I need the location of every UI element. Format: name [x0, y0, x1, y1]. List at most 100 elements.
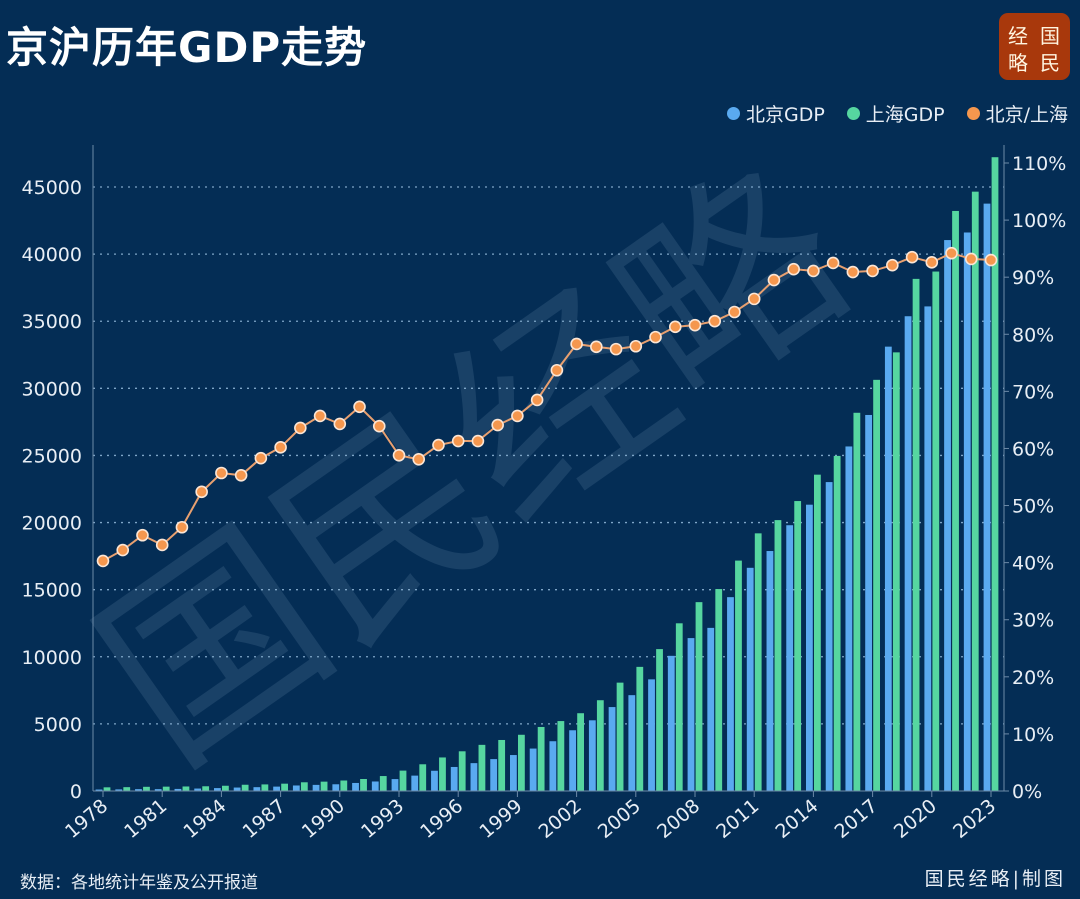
y-left-tick-label: 30000: [22, 378, 82, 400]
bar-beijing-1996: [450, 766, 458, 791]
y-right-tick-label: 0%: [1012, 781, 1042, 803]
y-left-tick-label: 20000: [22, 513, 82, 535]
ratio-point-1992: [372, 419, 386, 433]
ratio-point-2004: [609, 342, 623, 356]
bar-shanghai-2015: [833, 455, 841, 791]
bar-shanghai-1998: [498, 739, 506, 791]
y-right-tick-label: 60%: [1012, 438, 1054, 460]
bar-shanghai-1984: [222, 785, 229, 791]
seal-char-1: 经: [1008, 24, 1028, 48]
legend-dot-beijing: [726, 107, 740, 120]
bar-shanghai-2012: [774, 520, 782, 791]
legend-dot-ratio: [966, 107, 980, 120]
ratio-point-1995: [432, 438, 445, 452]
x-tick-label: 2017: [831, 795, 882, 843]
legend-label-shanghai: 上海GDP: [865, 104, 945, 126]
ratio-point-2016: [846, 265, 860, 279]
ratio-point-2011: [747, 292, 761, 306]
bar-shanghai-1982: [182, 786, 190, 791]
seal-char-4: 民: [1040, 51, 1060, 75]
bar-beijing-2021: [944, 240, 951, 791]
bar-shanghai-2008: [695, 602, 703, 791]
bar-beijing-1983: [194, 788, 202, 791]
ratio-point-2018: [886, 258, 899, 272]
y-left-tick-label: 45000: [22, 177, 82, 199]
ratio-point-2007: [668, 320, 682, 334]
ratio-point-1979: [116, 543, 130, 557]
y-right-tick-label: 40%: [1012, 553, 1054, 575]
ratio-point-2013: [787, 262, 800, 276]
ratio-point-2003: [590, 340, 603, 354]
ratio-point-2005: [629, 339, 643, 353]
bar-beijing-2010: [727, 597, 734, 791]
y-right-tick-label: 20%: [1012, 667, 1054, 689]
x-tick-label: 2011: [712, 795, 763, 843]
bar-beijing-1981: [154, 789, 162, 791]
ratio-point-2014: [807, 264, 820, 278]
bar-shanghai-2018: [892, 352, 900, 791]
bar-shanghai-2019: [912, 278, 920, 791]
ratio-point-1985: [234, 468, 248, 482]
x-tick-label: 1987: [239, 795, 290, 843]
watermark: 国民经略: [59, 126, 888, 809]
x-tick-label: 1978: [61, 795, 112, 843]
y-right-tick-label: 50%: [1012, 496, 1054, 518]
y-right-tick-label: 80%: [1012, 324, 1054, 346]
y-left-tick-label: 15000: [22, 580, 82, 602]
ratio-point-2010: [728, 305, 741, 319]
seal-char-2: 国: [1040, 24, 1060, 48]
bar-shanghai-1980: [143, 786, 150, 791]
ratio-point-2021: [945, 246, 958, 260]
x-tick-label: 2005: [594, 795, 645, 843]
bar-shanghai-1993: [399, 770, 407, 791]
axes: [92, 145, 1009, 797]
ratio-point-2019: [905, 250, 919, 264]
ratio-point-2001: [550, 363, 564, 377]
ratio-line: [96, 246, 998, 568]
bar-shanghai-1987: [281, 783, 288, 791]
legend-label-ratio: 北京/上海: [985, 104, 1068, 126]
bar-shanghai-1994: [419, 764, 427, 791]
bar-shanghai-1978: [103, 787, 111, 791]
bars: [95, 157, 999, 792]
bar-shanghai-2023: [991, 157, 999, 792]
bar-shanghai-2004: [616, 682, 624, 791]
bar-beijing-2002: [569, 730, 576, 791]
y-right-tick-label: 100%: [1012, 210, 1066, 232]
legend-item-ratio[interactable]: 北京/上海: [966, 100, 1068, 127]
legend-item-beijing[interactable]: 北京GDP: [726, 100, 825, 127]
bar-shanghai-2006: [656, 649, 663, 791]
legend-dot-shanghai: [846, 107, 860, 120]
gdp-chart: 国民经略 0 5000 10000 15000 20000 25000 30000 35000…: [22, 126, 1067, 843]
x-tick-label: 2020: [890, 795, 941, 843]
bar-beijing-2023: [983, 203, 991, 791]
ratio-point-1982: [175, 520, 189, 534]
bar-shanghai-1991: [360, 779, 367, 791]
ratio-point-2022: [964, 252, 978, 266]
ratio-point-1980: [136, 528, 149, 542]
bar-shanghai-1999: [518, 734, 525, 791]
bar-shanghai-2017: [873, 379, 880, 791]
y-left-tick-label: 10000: [22, 647, 82, 669]
y-left-tick-label: 5000: [34, 714, 82, 736]
bar-beijing-2018: [884, 346, 892, 791]
ratio-point-2023: [984, 253, 998, 267]
y-left-tick-label: 25000: [22, 445, 82, 467]
legend-item-shanghai[interactable]: 上海GDP: [846, 100, 945, 127]
ratio-point-1987: [274, 441, 287, 454]
ratio-point-1981: [155, 538, 169, 552]
bar-beijing-2008: [687, 638, 695, 791]
bar-beijing-1990: [332, 784, 340, 791]
bar-shanghai-2020: [932, 271, 940, 791]
x-tick-label: 1990: [298, 795, 349, 843]
ratio-point-1994: [412, 453, 426, 466]
ratio-point-2015: [826, 256, 840, 270]
bar-shanghai-2014: [814, 474, 821, 791]
bar-beijing-1987: [273, 786, 280, 791]
y-right-tick-label: 70%: [1012, 381, 1054, 403]
bar-beijing-1980: [135, 789, 142, 791]
bar-beijing-1984: [214, 788, 221, 791]
ratio-point-2002: [570, 337, 583, 351]
x-tick-label: 1996: [416, 795, 467, 843]
bar-shanghai-1997: [478, 744, 486, 791]
